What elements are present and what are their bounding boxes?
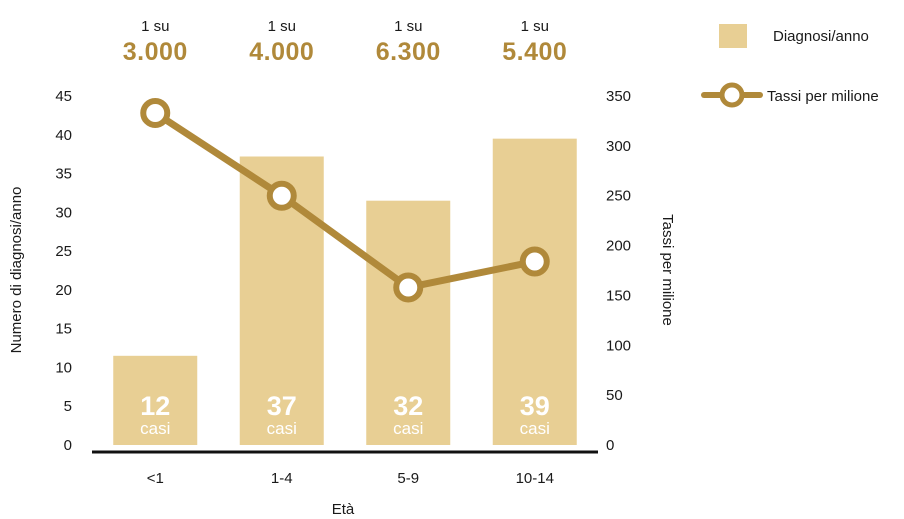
rate-line-path	[151, 109, 539, 291]
y-tick-label-left: 35	[55, 166, 72, 183]
y-tick-label-right: 50	[606, 387, 623, 404]
y-tick-label-right: 100	[606, 337, 631, 354]
legend-bar-swatch	[719, 24, 747, 48]
rate-point	[393, 272, 424, 303]
bar-unit-label: casi	[267, 419, 297, 438]
y-axis-title-right: Tassi per milione	[659, 214, 676, 326]
x-tick-label: 5-9	[397, 470, 419, 487]
y-tick-label-left: 25	[55, 243, 72, 260]
bar-value-label: 12	[140, 391, 170, 421]
ratio-prefix: 1 su	[268, 18, 296, 35]
y-tick-label-right: 250	[606, 188, 631, 205]
y-tick-label-right: 150	[606, 287, 631, 304]
rate-point	[140, 97, 171, 128]
bars	[113, 138, 577, 445]
bar-unit-label: casi	[393, 419, 423, 438]
legend: Diagnosi/anno Tassi per milione	[701, 24, 879, 108]
ratio-value: 3.000	[123, 38, 188, 66]
y-tick-label-left: 5	[64, 398, 72, 415]
x-tick-label: 1-4	[271, 470, 293, 487]
y-tick-label-left: 20	[55, 282, 72, 299]
ratio-labels: 1 su 3.000 1 su 4.000 1 su 6.300 1 su 5.400	[123, 18, 567, 66]
ratio-value: 6.300	[376, 38, 441, 66]
bar-value-label: 37	[267, 391, 297, 421]
rate-point	[519, 246, 550, 277]
legend-line-label: Tassi per milione	[767, 88, 879, 105]
bar	[113, 355, 198, 445]
bar-unit-label: casi	[520, 419, 550, 438]
ratio-prefix: 1 su	[394, 18, 422, 35]
rate-line	[140, 97, 550, 303]
bar-value-label: 39	[520, 391, 550, 421]
ratio-value: 4.000	[249, 38, 314, 66]
x-tick-label: 10-14	[516, 470, 554, 487]
y-tick-label-left: 30	[55, 204, 72, 221]
ratio-prefix: 1 su	[521, 18, 549, 35]
y-tick-label-left: 45	[55, 88, 72, 105]
legend-line-marker	[719, 82, 745, 108]
ratio-value: 5.400	[502, 38, 567, 66]
ratio-prefix: 1 su	[141, 18, 169, 35]
y-tick-label-right: 0	[606, 437, 614, 454]
bar-unit-label: casi	[140, 419, 170, 438]
y-tick-label-right: 300	[606, 138, 631, 155]
legend-bar-label: Diagnosi/anno	[773, 28, 869, 45]
rate-point	[266, 180, 297, 211]
y-tick-label-left: 0	[64, 437, 72, 454]
y-tick-label-right: 350	[606, 88, 631, 105]
bar	[366, 200, 451, 445]
x-axis-title: Età	[332, 501, 355, 518]
bar-value-label: 32	[393, 391, 423, 421]
y-tick-label-left: 10	[55, 359, 72, 376]
y-tick-label-right: 200	[606, 238, 631, 255]
y-tick-label-left: 15	[55, 321, 72, 338]
x-tick-label: <1	[147, 470, 164, 487]
axes: 0 5 10 15 20 25 30 35 40 45 0 50 100 150 200 250 300 350 <…	[55, 88, 631, 487]
y-tick-label-left: 40	[55, 127, 72, 144]
y-axis-title-left: Numero di diagnosi/anno	[8, 187, 25, 354]
bar	[492, 138, 577, 445]
